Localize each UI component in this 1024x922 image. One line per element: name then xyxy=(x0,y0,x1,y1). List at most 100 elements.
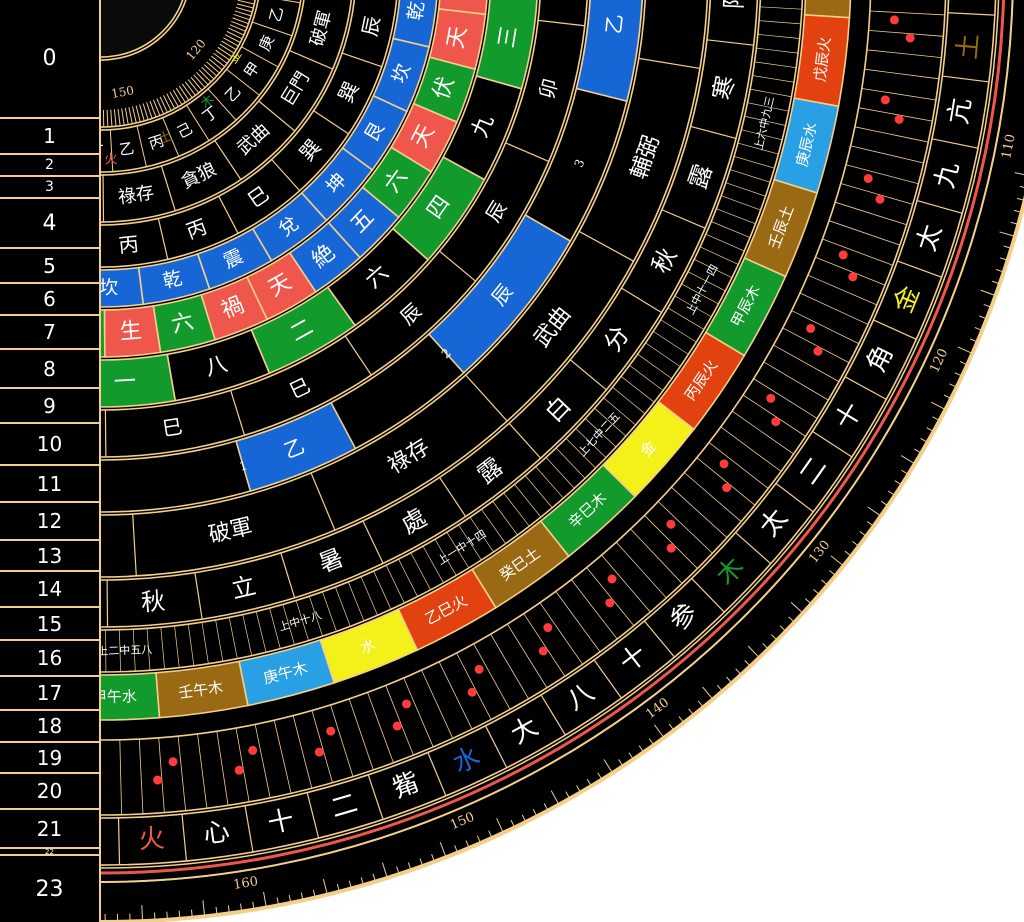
ring-index-5[interactable]: 5 xyxy=(0,249,99,284)
star-phase-glyph: 六 xyxy=(169,309,196,338)
yao-line xyxy=(757,34,800,39)
inner-scale-tick xyxy=(159,96,168,113)
ring-index-17[interactable]: 17 xyxy=(0,677,99,711)
degree-label: 110 xyxy=(999,133,1018,160)
blue-band-cell xyxy=(427,213,572,374)
dot-ring-tick xyxy=(216,731,229,806)
rim-divider xyxy=(931,138,979,149)
ring-index-0[interactable]: 0 xyxy=(0,0,99,119)
dot-ring-tick xyxy=(235,727,250,802)
yao-line xyxy=(594,407,627,437)
branch-divider xyxy=(505,142,550,162)
yao-line xyxy=(752,75,795,83)
ring-index-20[interactable]: 20 xyxy=(0,774,99,810)
number-glyph: 一 xyxy=(113,369,136,395)
yao-line xyxy=(187,624,195,666)
yao-line xyxy=(754,61,797,69)
ring-index-7[interactable]: 7 xyxy=(0,316,99,350)
rim-divider xyxy=(735,532,772,565)
nine-star-ring xyxy=(101,0,352,223)
dot-ring-tick xyxy=(708,442,769,489)
solar-divider xyxy=(280,552,296,598)
red-dot xyxy=(666,519,676,529)
mountain-divider xyxy=(218,195,239,234)
ring-index-6[interactable]: 6 xyxy=(0,284,99,316)
solar-divider xyxy=(569,359,607,391)
degree-tick xyxy=(702,686,714,700)
star-phase-glyph: 生 xyxy=(119,318,143,345)
red-dot xyxy=(875,194,885,204)
rim-glyph: 火 xyxy=(138,824,166,855)
ring-index-16[interactable]: 16 xyxy=(0,641,99,677)
yao-line xyxy=(759,6,802,10)
yao-ring xyxy=(101,0,804,673)
rim-glyph: 十 xyxy=(265,805,297,840)
stem-divider xyxy=(280,0,301,4)
ring-index-1[interactable]: 1 xyxy=(0,119,99,155)
yao-line xyxy=(725,182,766,197)
stem-divider xyxy=(241,46,279,68)
ring-index-12[interactable]: 12 xyxy=(0,503,99,541)
dot-ring-tick xyxy=(845,164,919,185)
rim-divider xyxy=(897,260,942,278)
yao-line xyxy=(565,438,596,469)
ring-index-2[interactable]: 2 xyxy=(0,155,99,177)
yao-line xyxy=(734,156,775,169)
solar-term-glyph: 秋 xyxy=(140,587,166,617)
degree-tick xyxy=(439,842,447,858)
mountain-divider xyxy=(341,52,383,68)
inner-scale-tick xyxy=(229,24,246,32)
dot-ring-tick xyxy=(615,541,667,599)
ring-index-15[interactable]: 15 xyxy=(0,608,99,641)
dot-ring-tick xyxy=(473,643,511,710)
dot-ring-tick xyxy=(506,623,548,688)
red-marker-arc xyxy=(101,0,1005,875)
yao-line xyxy=(756,47,799,54)
star-ring xyxy=(101,0,708,578)
ring-index-11[interactable]: 11 xyxy=(0,466,99,503)
yao-line xyxy=(255,611,267,653)
inner-scale-tick xyxy=(221,40,237,51)
ring-index-9[interactable]: 9 xyxy=(0,389,99,424)
solar-divider xyxy=(194,572,203,620)
ring-index-10[interactable]: 10 xyxy=(0,424,99,466)
yao-line xyxy=(660,319,697,343)
stem-divider xyxy=(162,117,180,157)
dot-ring-tick xyxy=(799,292,869,325)
ring-index-8[interactable]: 8 xyxy=(0,350,99,389)
blue-band-cell xyxy=(575,0,643,103)
red-dot xyxy=(314,747,324,757)
stem-glyph: 乙 xyxy=(266,5,287,24)
ring-index-18[interactable]: 18 xyxy=(0,711,99,743)
degree-tick xyxy=(900,455,916,465)
ring-index-13[interactable]: 13 xyxy=(0,541,99,572)
inner-scale-tick xyxy=(178,85,190,101)
ring-index-4[interactable]: 4 xyxy=(0,199,99,249)
ring-index-3[interactable]: 3 xyxy=(0,177,99,199)
inner-scale-tick xyxy=(135,105,141,123)
yao-line xyxy=(744,115,786,126)
yao-line xyxy=(645,342,681,367)
ring-index-22[interactable]: 22 xyxy=(0,848,99,856)
inner-scale-tick xyxy=(113,109,117,127)
yao-line xyxy=(295,600,309,641)
yao-line xyxy=(373,570,392,610)
yao-line xyxy=(741,129,783,141)
inner-scale-tick xyxy=(172,89,183,105)
dot-ring-tick xyxy=(854,126,929,143)
ring-index-23[interactable]: 23 xyxy=(35,876,64,902)
number-glyph: 三 xyxy=(494,24,522,50)
stem-divider xyxy=(136,125,147,167)
rim-divider xyxy=(916,199,963,214)
yao-line xyxy=(730,169,771,183)
luopan-compass-dial: 100110120130140150160170180十六少土亢九太金角十二太木… xyxy=(101,0,1024,922)
ring-index-21[interactable]: 21 xyxy=(0,810,99,849)
yao-line xyxy=(385,565,405,604)
yao-line xyxy=(524,475,553,508)
ring-index-14[interactable]: 14 xyxy=(0,572,99,608)
yao-line xyxy=(535,466,564,499)
yao-line xyxy=(699,246,739,265)
inner-scale-tick xyxy=(124,107,129,125)
ring-index-19[interactable]: 19 xyxy=(0,743,99,774)
inner-scale-tick xyxy=(184,81,196,96)
